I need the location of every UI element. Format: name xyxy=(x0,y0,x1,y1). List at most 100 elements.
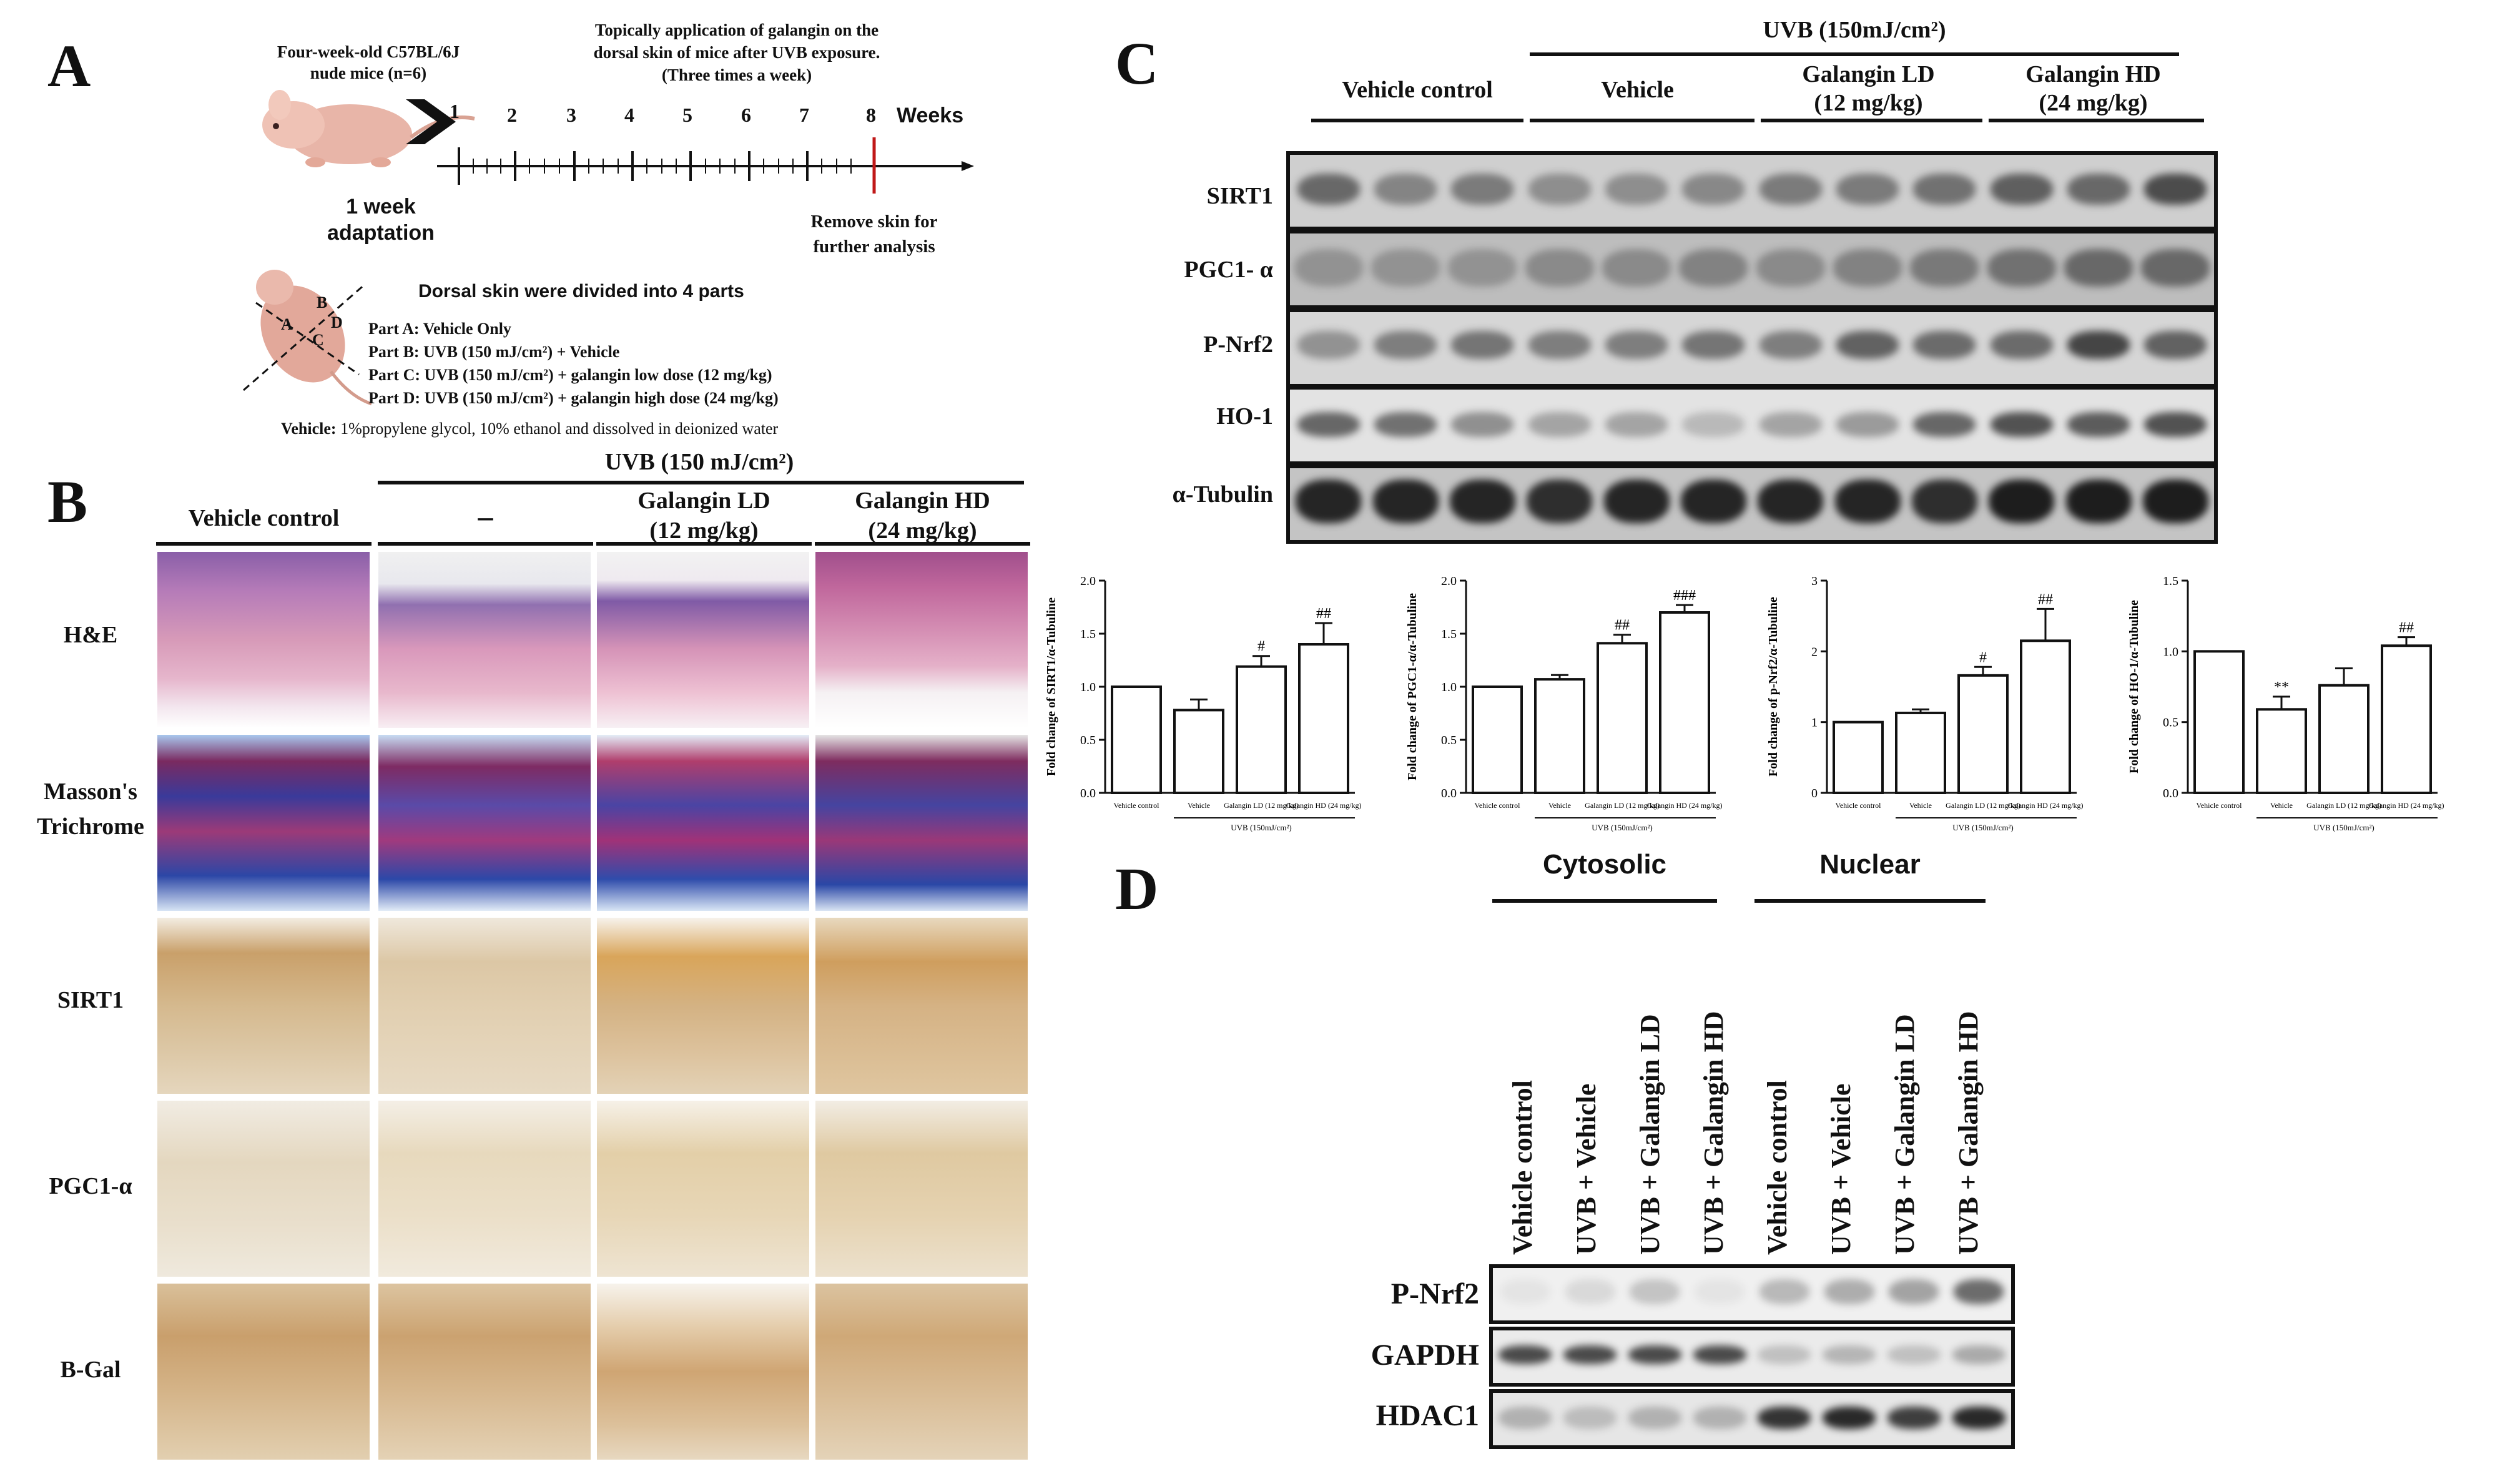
dorsal-title: Dorsal skin were divided into 4 parts xyxy=(418,281,744,302)
blot-sirt1-band xyxy=(1297,174,1360,205)
chart-4-group-label: UVB (150mJ/cm²) xyxy=(2313,823,2374,832)
chart-4-ytick-label: 1.0 xyxy=(2163,645,2178,659)
blot-pgc1a-band xyxy=(1602,249,1671,287)
d-blot-pnrf2-band xyxy=(1500,1279,1550,1304)
blot-ho1-band xyxy=(1374,412,1437,437)
he-uvb-image xyxy=(378,552,591,728)
chart-1-ytick-label: 0.5 xyxy=(1080,734,1096,747)
d-blot-pnrf2 xyxy=(1489,1264,2015,1324)
chart-3-group-label: UVB (150mJ/cm²) xyxy=(1952,823,2013,832)
masson-galangin-hd-image xyxy=(815,735,1028,911)
nuclear-label: Nuclear xyxy=(1819,849,1921,880)
dorsal-mouse-illustration xyxy=(243,270,372,406)
blot-pnrf2-band xyxy=(1913,331,1976,359)
panel-c-letter: C xyxy=(1115,30,1159,97)
chart-1-bar xyxy=(1236,665,1287,794)
chart-2-ylabel: Fold change of PGC1-α/α-Tubuline xyxy=(1405,593,1419,780)
d-blot-gapdh-band xyxy=(1887,1345,1941,1364)
lane-label-8: UVB + Galangin HD xyxy=(1953,1011,1984,1255)
col-vehicle-control: Vehicle control xyxy=(188,505,340,531)
d-blot-gapdh-band xyxy=(1628,1345,1681,1364)
nuclear-line xyxy=(1754,899,1986,903)
blot-tubulin xyxy=(1286,464,2218,544)
he-galangin-hd-image xyxy=(815,552,1028,728)
bar-charts: Fold change of SIRT1/α-Tubuline 0.0 0.5 1.0… xyxy=(1045,574,2444,832)
chart-4-bar xyxy=(2381,644,2432,794)
chart-1-significance: ## xyxy=(1316,606,1331,622)
d-label-pnrf2: P-Nrf2 xyxy=(1390,1277,1479,1310)
chart-3-xtick-label: Vehicle control xyxy=(1836,801,1882,810)
blot-pgc1a-band xyxy=(2141,249,2210,287)
chart-3-significance: ## xyxy=(2038,591,2053,607)
d-blot-pnrf2-band xyxy=(1759,1279,1809,1304)
blot-pnrf2-band xyxy=(1528,331,1591,359)
chart-2-ytick-label: 0.0 xyxy=(1441,787,1457,800)
blot-pgc1a-band xyxy=(1679,249,1748,287)
chart-2-xtick-label: Vehicle control xyxy=(1475,801,1521,810)
d-blot-pnrf2-band xyxy=(1565,1279,1615,1304)
chart-2-bar xyxy=(1659,611,1710,794)
chart-2-ytick-label: 1.0 xyxy=(1441,681,1457,694)
blot-tubulin-band xyxy=(1296,479,1362,523)
chart-4-ytick-label: 0.0 xyxy=(2163,787,2178,800)
blot-pgc1a-band xyxy=(2064,249,2133,287)
pgc1a-uvb-image xyxy=(378,1101,591,1277)
blot-pgc1a-band xyxy=(1371,249,1440,287)
chart-1-ytick-label: 1.0 xyxy=(1080,681,1096,694)
row-masson: Masson's Trichrome xyxy=(37,779,144,840)
lane-label-1: Vehicle control xyxy=(1507,1080,1538,1255)
chart-4-xtick-label: Vehicle control xyxy=(2197,801,2243,810)
blot-ho1-band xyxy=(1528,412,1591,437)
blot-ho1-band xyxy=(1913,412,1976,437)
group-vehicle: Vehicle xyxy=(1601,77,1674,103)
d-blot-hdac1-band xyxy=(1628,1407,1681,1429)
blot-pnrf2-band xyxy=(1374,331,1437,359)
part-c-text: Part C: UVB (150 mJ/cm²) + galangin low … xyxy=(368,366,772,384)
blot-pnrf2-band xyxy=(2144,331,2207,359)
d-blot-gapdh-band xyxy=(1823,1345,1876,1364)
blot-ho1-band xyxy=(2144,412,2207,437)
bgal-uvb-image xyxy=(378,1284,591,1460)
chart-3-xtick-label: Galangin HD (24 mg/kg) xyxy=(2008,801,2084,810)
blot-sirt1-band xyxy=(1605,174,1668,205)
blot-ho1-band xyxy=(1451,412,1514,437)
pgc1a-galangin-ld-image xyxy=(597,1101,809,1277)
blot-tubulin-band xyxy=(1449,479,1515,523)
pgc1a-galangin-hd-image xyxy=(815,1101,1028,1277)
blot-pgc1a-band xyxy=(1448,249,1517,287)
blot-pnrf2-band xyxy=(1605,331,1668,359)
blot-ho1-band xyxy=(1297,412,1360,437)
mouse-part-b: B xyxy=(317,293,328,312)
blot-pgc1a-band xyxy=(1987,249,2056,287)
blot-pnrf2-band xyxy=(1297,331,1360,359)
col-uvb-only: – xyxy=(478,500,493,533)
chart-2-significance: ## xyxy=(1615,617,1630,634)
week-4: 4 xyxy=(624,104,634,126)
d-blot-hdac1 xyxy=(1489,1389,2015,1449)
blot-pnrf2 xyxy=(1286,308,2218,388)
blot-label-tubulin: α-Tubulin xyxy=(1172,481,1273,508)
blot-pnrf2-band xyxy=(1759,331,1822,359)
chart-4-ytick-label: 1.5 xyxy=(2163,574,2178,588)
he-galangin-ld-image xyxy=(597,552,809,728)
lane-label-6: UVB + Vehicle xyxy=(1826,1083,1856,1255)
chart-1-bar xyxy=(1111,685,1162,794)
chart-1-xtick-label: Galangin LD (12 mg/kg) xyxy=(1224,801,1299,810)
d-blot-pnrf2-band xyxy=(1824,1279,1874,1304)
col-line-4 xyxy=(815,542,1030,546)
chart-3-xtick-label: Vehicle xyxy=(1909,801,1932,810)
d-blot-pnrf2-band xyxy=(1954,1279,2004,1304)
d-blot-gapdh xyxy=(1489,1327,2015,1387)
panel-b-letter: B xyxy=(47,468,88,535)
chart-3-bar xyxy=(1957,674,2009,794)
panel-c-uvb-header: UVB (150mJ/cm²) xyxy=(1763,17,1946,43)
bgal-galangin-ld-image xyxy=(597,1284,809,1460)
uvb-bracket-line xyxy=(378,481,1024,484)
d-blot-hdac1-band xyxy=(1499,1407,1552,1429)
chart-4-bar xyxy=(2318,684,2370,794)
blot-sirt1-band xyxy=(1682,174,1745,205)
chart-1-ytick-label: 1.5 xyxy=(1080,627,1096,641)
blot-ho1-band xyxy=(1990,412,2053,437)
masson-galangin-ld-image xyxy=(597,735,809,911)
blot-ho1 xyxy=(1286,386,2218,465)
